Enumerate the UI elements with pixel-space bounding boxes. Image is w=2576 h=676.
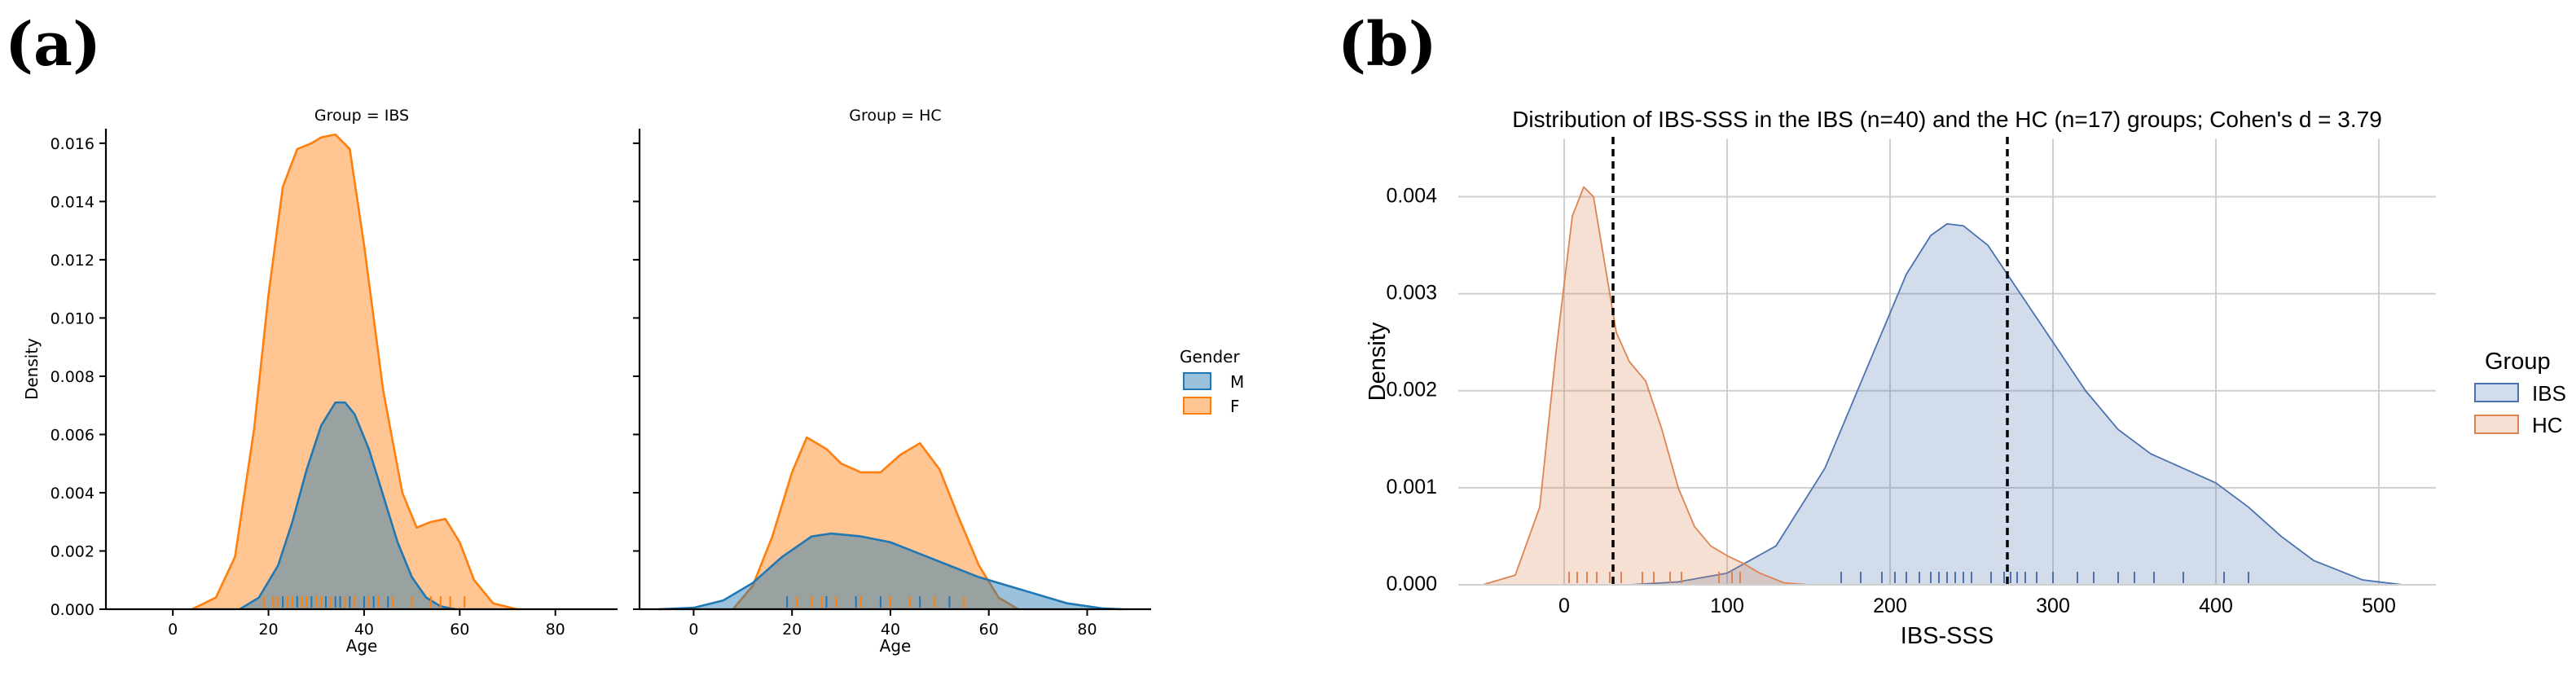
legend-swatch-f [1183,397,1211,415]
chart-ibs-sss-density: Distribution of IBS-SSS in the IBS (n=40… [1365,107,2436,649]
series-area-m [240,402,455,609]
panel-label-a: (a) [5,10,101,80]
series-line-f [191,133,518,611]
legend-group-title: Group [2485,349,2551,375]
x-tick-label: 200 [1873,595,1907,617]
x-tick-label: 0 [688,621,698,639]
y-tick-label: 0.000 [1386,573,1437,595]
legend-swatch-ibs [2474,383,2519,402]
chart-title: Group = IBS [314,107,409,125]
x-tick-label: 300 [2036,595,2070,617]
x-axis-label: Age [346,636,378,656]
y-tick-label: 0.014 [51,193,95,211]
legend-gender: Gender M F [1180,347,1244,416]
series-line-m [239,401,455,611]
series-area-f [732,437,1018,609]
y-axis-label: Density [1365,322,1391,401]
x-tick-label: 80 [546,621,565,639]
x-tick-label: 20 [782,621,802,639]
x-axis-label: IBS-SSS [1901,623,1994,649]
y-tick-label: 0.010 [51,309,95,327]
y-tick-label: 0.001 [1386,476,1437,498]
series-line-f [732,436,1019,611]
x-tick-label: 0 [168,621,178,639]
y-tick-label: 0.004 [1386,184,1437,207]
chart-ibs-age-density: Group = IBS 0 20 40 60 80 0.000 0.002 0.004 0.006… [22,107,618,656]
legend-gender-title: Gender [1180,347,1240,367]
y-tick-label: 0.002 [1386,379,1437,402]
y-tick-label: 0.016 [51,135,95,153]
panel-label-b: (b) [1338,10,1437,80]
x-tick-label: 500 [2362,595,2396,617]
chart-hc-age-density: Group = HC 0 20 40 60 80 Age [633,107,1151,656]
series-line-ibs [1629,222,2404,586]
y-tick-label: 0.003 [1386,282,1437,305]
series-area-hc [1483,187,1809,585]
y-axis-label: Density [22,338,42,400]
legend-swatch-m [1183,372,1211,390]
x-tick-label: 60 [979,621,999,639]
x-tick-label: 40 [354,621,374,639]
legend-label-m: M [1230,372,1244,392]
y-tick-label: 0.008 [51,368,95,386]
x-tick-label: 0 [1558,595,1570,617]
series-line-hc [1482,186,1809,586]
x-tick-label: 80 [1077,621,1097,639]
y-tick-label: 0.000 [51,601,95,619]
series-area-f [191,134,517,610]
x-tick-label: 60 [450,621,469,639]
x-tick-label: 100 [1710,595,1744,617]
x-tick-label: 20 [258,621,278,639]
legend-label-ibs: IBS [2532,381,2566,406]
y-tick-label: 0.006 [51,426,95,444]
series-area-ibs [1629,223,2403,585]
x-tick-label: 40 [881,621,900,639]
x-axis-label: Age [880,636,912,656]
series-line-m [659,532,1122,611]
chart-title: Group = HC [849,107,941,125]
y-tick-label: 0.004 [51,485,95,503]
y-tick-label: 0.012 [51,252,95,270]
legend-label-f: F [1230,397,1240,416]
series-area-m [659,533,1122,609]
chart-title: Distribution of IBS-SSS in the IBS (n=40… [1512,107,2382,132]
legend-group: Group IBS HC [2474,349,2566,437]
x-tick-label: 400 [2199,595,2233,617]
legend-swatch-hc [2474,415,2519,434]
legend-label-hc: HC [2532,413,2563,437]
y-tick-label: 0.002 [51,542,95,560]
